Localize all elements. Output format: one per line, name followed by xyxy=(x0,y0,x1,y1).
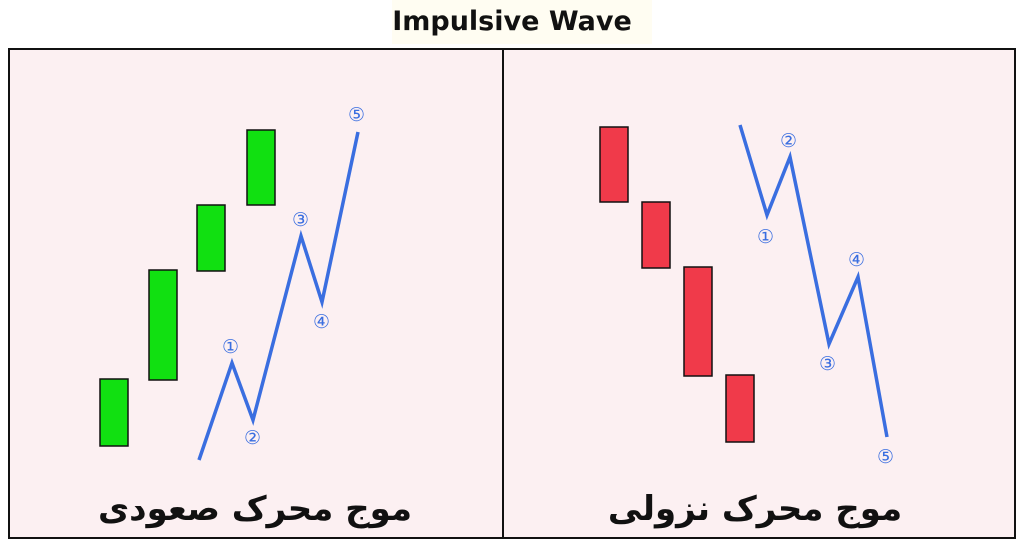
bullish-wave-label-1: ① xyxy=(222,336,239,358)
bearish-candles xyxy=(599,126,755,443)
bearish-wave-label-1: ① xyxy=(757,226,774,248)
bearish-wave-labels: ① ② ③ ④ ⑤ xyxy=(757,130,894,468)
bullish-candle-3 xyxy=(196,204,226,272)
bearish-wave-label-4: ④ xyxy=(848,249,865,271)
bullish-wave-label-5: ⑤ xyxy=(348,104,365,126)
diagram-title: Impulsive Wave xyxy=(392,6,632,37)
bullish-candle-2 xyxy=(148,269,178,381)
bearish-candle-2 xyxy=(641,201,671,269)
bearish-wave-label-2: ② xyxy=(780,130,797,152)
bullish-candle-4 xyxy=(246,129,276,206)
bullish-candles xyxy=(99,129,276,447)
bullish-caption: موج محرک صعودی xyxy=(97,489,413,529)
bearish-wave-line xyxy=(738,124,889,438)
bullish-wave-label-4: ④ xyxy=(313,311,330,333)
panel-divider xyxy=(502,48,504,539)
bullish-candle-1 xyxy=(99,378,129,447)
bullish-wave-label-2: ② xyxy=(244,427,261,449)
bearish-candle-4 xyxy=(725,374,755,443)
bearish-caption: موج محرک نزولی xyxy=(607,489,903,529)
bearish-candle-3 xyxy=(683,266,713,377)
bearish-wave-label-3: ③ xyxy=(819,353,836,375)
bearish-candle-1 xyxy=(599,126,629,203)
bullish-wave-labels: ① ② ③ ④ ⑤ xyxy=(222,104,365,449)
title-background xyxy=(392,0,652,44)
bearish-wave-label-5: ⑤ xyxy=(877,446,894,468)
bullish-wave-label-3: ③ xyxy=(292,209,309,231)
bullish-wave-line xyxy=(197,131,360,461)
